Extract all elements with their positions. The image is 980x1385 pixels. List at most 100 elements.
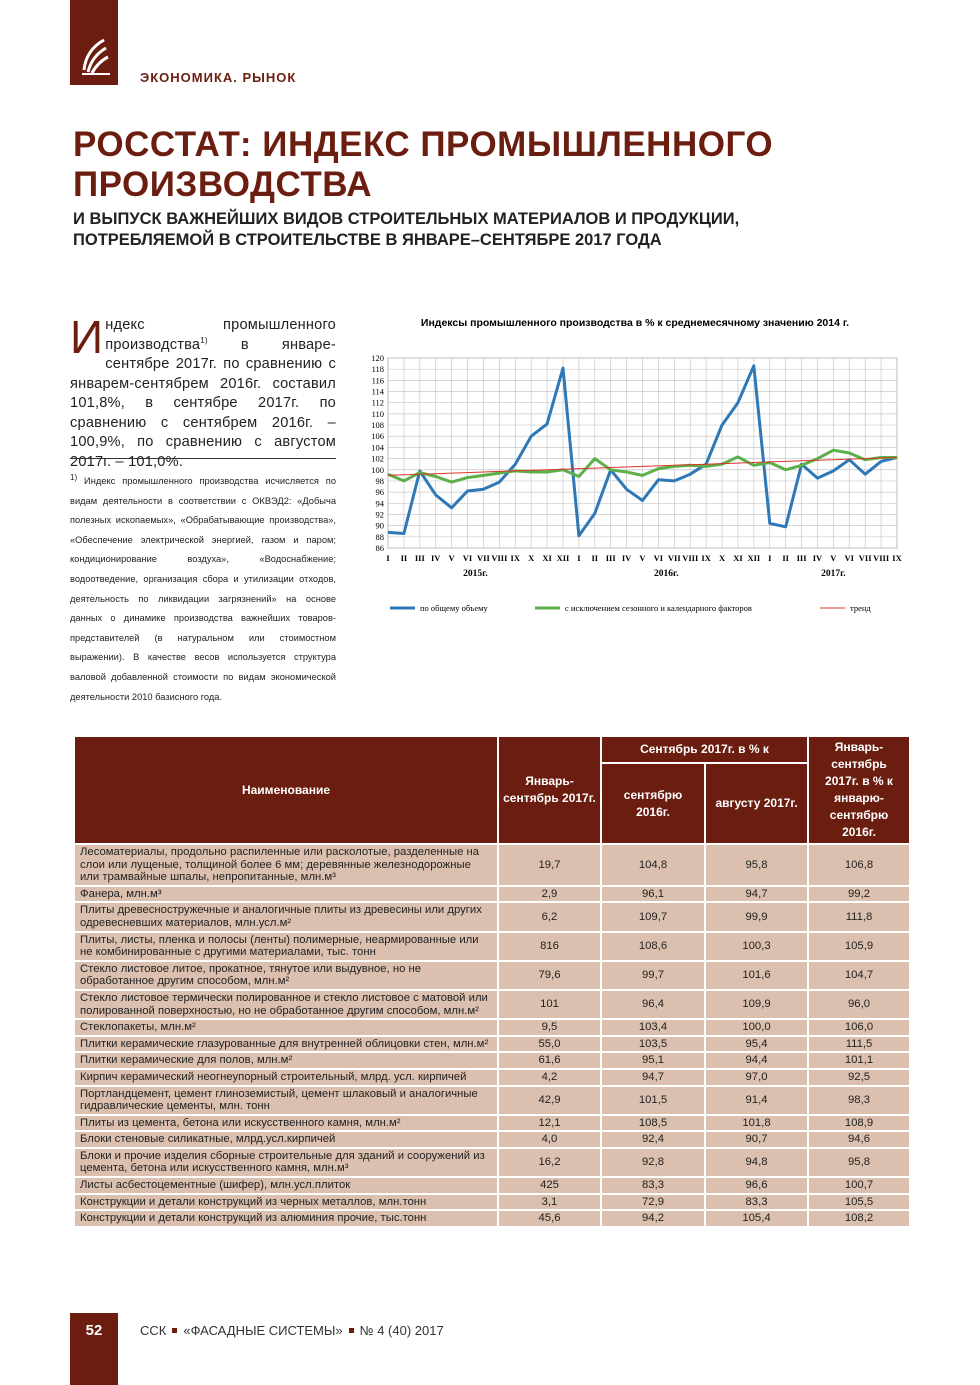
- table-row: Конструкции и детали конструкций из черн…: [73, 1192, 911, 1212]
- header-cell: августу 2017г.: [704, 762, 809, 845]
- x-tick-label: I: [386, 553, 390, 563]
- row-name: Листы асбестоцементные (шифер), млн.усл.…: [73, 1176, 499, 1195]
- row-name: Плитки керамические для полов, млн.м²: [73, 1051, 499, 1070]
- cell-value: 108,6: [600, 930, 706, 962]
- table-row: Плиты, листы, пленка и полосы (ленты) по…: [73, 930, 911, 962]
- intro-text: в январе-сентябре 2017г. по сравнению с …: [70, 336, 336, 470]
- title-line: ПРОИЗВОДСТВА: [73, 165, 373, 204]
- table: Наименование Январь-сентябрь 2017г. Сент…: [73, 734, 911, 1228]
- y-tick-label: 108: [371, 420, 384, 430]
- x-tick-label: XI: [733, 553, 743, 563]
- x-tick-label: III: [797, 553, 808, 563]
- logo: [82, 38, 110, 75]
- drop-cap: И: [70, 311, 104, 363]
- row-name: Кирпич керамический неогнеупорный строит…: [73, 1067, 499, 1087]
- footnote-mark: 1): [200, 335, 208, 345]
- y-tick-label: 112: [372, 398, 384, 408]
- row-name: Плитки керамические глазурованные для вн…: [73, 1034, 499, 1054]
- cell-value: 96,0: [807, 988, 911, 1021]
- cell-value: 94,6: [807, 1130, 911, 1149]
- cell-value: 12,1: [497, 1113, 602, 1133]
- table-row: Конструкции и детали конструкций из алюм…: [73, 1209, 911, 1228]
- row-name: Плиты, листы, пленка и полосы (ленты) по…: [73, 930, 499, 962]
- x-tick-label: XII: [747, 553, 760, 563]
- table-row: Стекло листовое литое, прокатное, тянуто…: [73, 959, 911, 991]
- cell-value: 425: [497, 1176, 602, 1195]
- cell-value: 104,8: [600, 843, 706, 887]
- x-tick-label: VII: [668, 553, 681, 563]
- table-row: Стеклопакеты, млн.м² 9,5 103,4 100,0 106,0: [73, 1018, 911, 1037]
- x-tick-label: IX: [892, 553, 902, 563]
- x-tick-label: VIII: [491, 553, 508, 563]
- y-tick-label: 98: [376, 476, 385, 486]
- x-tick-label: VII: [477, 553, 490, 563]
- row-name: Блоки и прочие изделия сборные строитель…: [73, 1146, 499, 1179]
- cell-value: 79,6: [497, 959, 602, 991]
- separator: [70, 458, 336, 459]
- cell-value: 101,5: [600, 1084, 706, 1116]
- x-tick-label: X: [528, 553, 535, 563]
- series-line: [387, 457, 898, 476]
- x-tick-label: III: [606, 553, 617, 563]
- header-cell: сентябрю 2016г.: [600, 762, 706, 845]
- footnote-mark: 1): [70, 472, 78, 482]
- cell-value: 92,4: [600, 1130, 706, 1149]
- title-line: РОССТАТ: ИНДЕКС ПРОМЫШЛЕННОГО: [73, 125, 774, 164]
- table-row: Лесоматериалы, продольно распиленные или…: [73, 843, 911, 887]
- cell-value: 16,2: [497, 1146, 602, 1179]
- x-tick-label: IV: [431, 553, 441, 563]
- x-tick-label: VI: [845, 553, 855, 563]
- legend-label: тренд: [850, 603, 871, 613]
- header-cell: Наименование: [73, 735, 499, 845]
- y-tick-label: 94: [376, 498, 385, 508]
- row-name: Конструкции и детали конструкций из алюм…: [73, 1209, 499, 1228]
- footer-text: ССК: [140, 1323, 167, 1338]
- cell-value: 111,5: [807, 1034, 911, 1054]
- footer-text: «ФАСАДНЫЕ СИСТЕМЫ»: [183, 1323, 343, 1338]
- year-label: 2015г.: [463, 569, 488, 579]
- cell-value: 109,9: [704, 988, 809, 1021]
- row-name: Блоки стеновые силикатные, млрд.усл.кирп…: [73, 1130, 499, 1149]
- cell-value: 99,7: [600, 959, 706, 991]
- cell-value: 101,6: [704, 959, 809, 991]
- x-tick-label: VII: [859, 553, 872, 563]
- cell-value: 100,3: [704, 930, 809, 962]
- x-tick-label: X: [719, 553, 726, 563]
- cell-value: 83,3: [704, 1192, 809, 1212]
- table-row: Блоки и прочие изделия сборные строитель…: [73, 1146, 911, 1179]
- table-row: Листы асбестоцементные (шифер), млн.усл.…: [73, 1176, 911, 1195]
- y-tick-label: 86: [376, 543, 385, 553]
- x-tick-label: IX: [511, 553, 521, 563]
- cell-value: 103,5: [600, 1034, 706, 1054]
- x-tick-label: IV: [622, 553, 632, 563]
- x-tick-label: II: [401, 553, 408, 563]
- y-tick-label: 104: [371, 442, 385, 452]
- cell-value: 4,2: [497, 1067, 602, 1087]
- cell-value: 101,8: [704, 1113, 809, 1133]
- cell-value: 55,0: [497, 1034, 602, 1054]
- logo-block: [70, 0, 118, 85]
- section-label: ЭКОНОМИКА. РЫНОК: [140, 70, 297, 85]
- cell-value: 94,2: [600, 1209, 706, 1228]
- row-name: Плиты из цемента, бетона или искусственн…: [73, 1113, 499, 1133]
- header-cell: Январь-сентябрь 2017г. в % к январю-сент…: [807, 735, 911, 845]
- cell-value: 101: [497, 988, 602, 1021]
- cell-value: 816: [497, 930, 602, 962]
- page-number: 52: [85, 1322, 103, 1339]
- x-tick-label: II: [782, 553, 789, 563]
- y-tick-label: 102: [371, 454, 384, 464]
- cell-value: 2,9: [497, 884, 602, 904]
- cell-value: 100,7: [807, 1176, 911, 1195]
- x-tick-label: II: [591, 553, 598, 563]
- cell-value: 106,0: [807, 1018, 911, 1037]
- y-tick-label: 100: [371, 465, 384, 475]
- series-line: [387, 364, 898, 538]
- x-tick-label: VIII: [682, 553, 699, 563]
- cell-value: 100,0: [704, 1018, 809, 1037]
- cell-value: 95,8: [704, 843, 809, 887]
- cell-value: 94,8: [704, 1146, 809, 1179]
- cell-value: 42,9: [497, 1084, 602, 1116]
- row-name: Конструкции и детали конструкций из черн…: [73, 1192, 499, 1212]
- cell-value: 106,8: [807, 843, 911, 887]
